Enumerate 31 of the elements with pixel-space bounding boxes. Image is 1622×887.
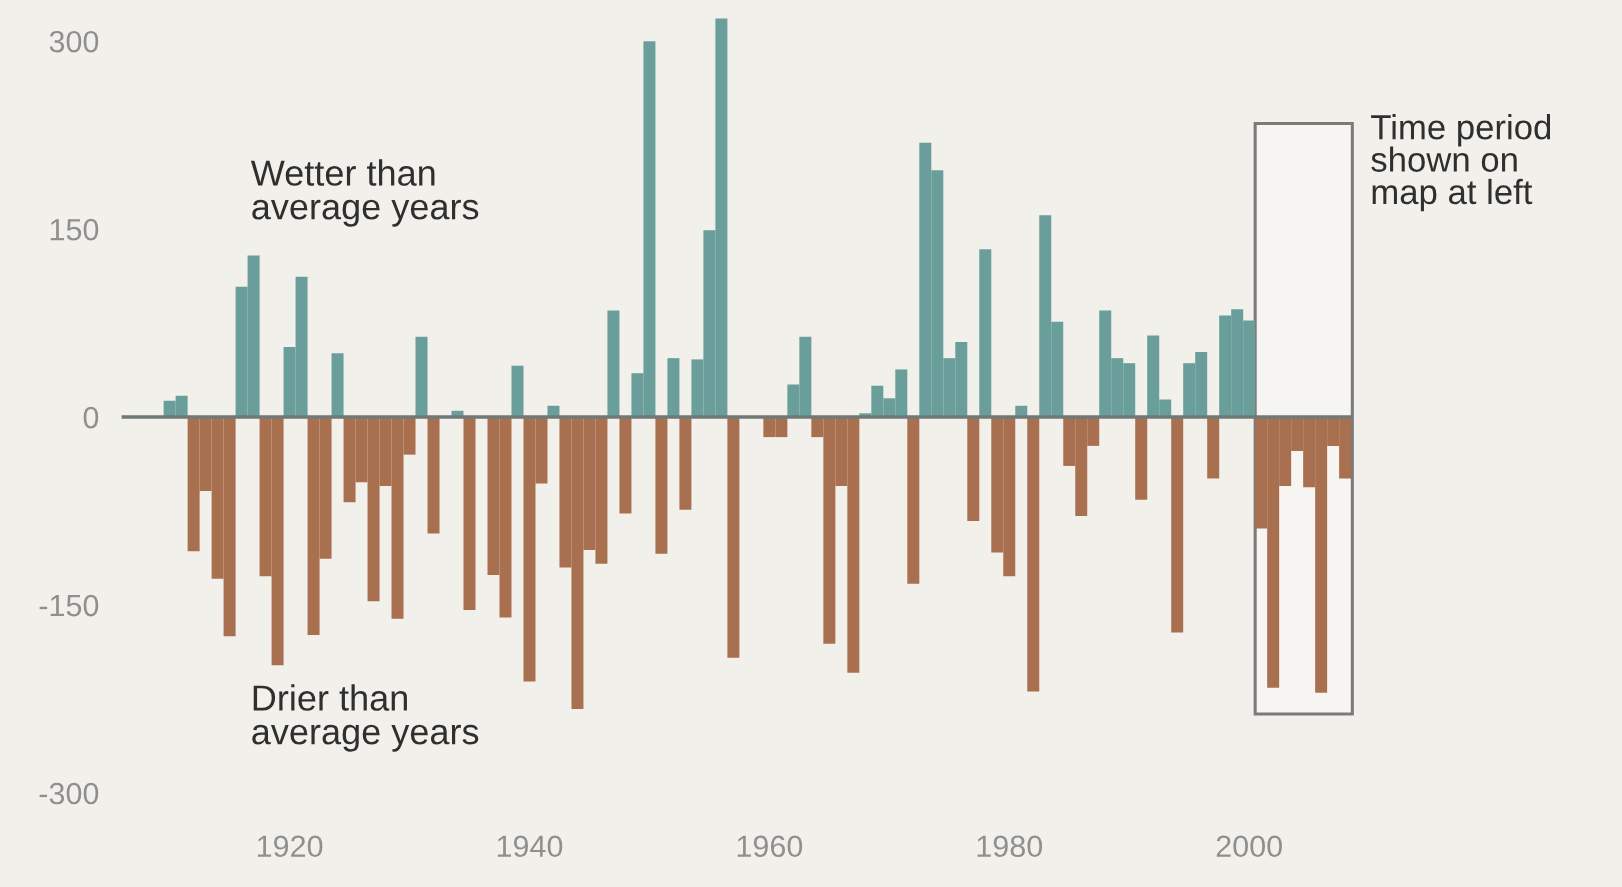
bar <box>967 417 980 522</box>
bar <box>667 358 680 418</box>
y-tick-label: 300 <box>49 30 99 53</box>
bar <box>427 417 440 534</box>
bar <box>727 417 740 658</box>
bar <box>1171 417 1184 633</box>
bar <box>679 417 692 510</box>
bar <box>1135 417 1148 500</box>
annotation: Drier than average years <box>252 684 479 752</box>
x-tick-label: 2000 <box>1216 835 1282 858</box>
bar <box>607 310 620 418</box>
bar <box>1027 417 1040 692</box>
y-tick-label: -300 <box>39 782 99 805</box>
x-tick-label: 1960 <box>737 835 803 858</box>
bar <box>907 417 920 584</box>
bar <box>511 365 524 418</box>
y-tick-label: 0 <box>83 406 99 429</box>
bar <box>331 353 344 418</box>
band-label: Time period shown on map at left <box>1371 114 1551 212</box>
x-tick-label: 1940 <box>497 835 563 858</box>
bar <box>1207 417 1220 479</box>
y-tick-label: 150 <box>50 218 99 241</box>
bar <box>979 249 992 418</box>
annotation: Wetter than average years <box>250 159 479 227</box>
bar <box>415 336 428 418</box>
bar <box>463 417 476 611</box>
x-tick-label: 1920 <box>257 835 323 858</box>
bar <box>619 417 632 514</box>
bar <box>655 417 668 554</box>
x-tick-label: 1980 <box>977 835 1043 858</box>
y-tick-label: -150 <box>39 594 99 617</box>
